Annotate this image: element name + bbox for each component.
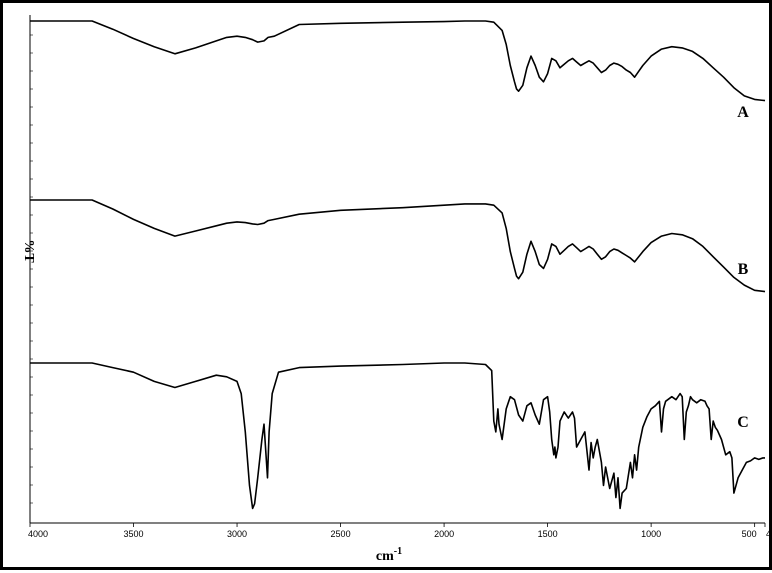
spectrum-curves <box>30 20 766 510</box>
x-tick-label: 2000 <box>434 529 454 539</box>
ir-spectrum-chart: 4000 3500 3000 2500 2000 1500 1000 500 450 A B C %… <box>21 15 772 564</box>
spectrum-trace-b <box>30 199 766 293</box>
series-labels: A B C <box>737 104 749 431</box>
x-tick-label: 1000 <box>641 529 661 539</box>
x-tick-label: 450 <box>766 529 772 539</box>
series-label-c: C <box>737 414 749 431</box>
x-tick-label: 4000 <box>28 529 48 539</box>
x-tick-label: 2500 <box>331 529 351 539</box>
x-axis-label-base: cm <box>376 549 394 564</box>
x-axis-ticks: 4000 3500 3000 2500 2000 1500 1000 500 450 <box>28 15 772 539</box>
x-tick-label: 3500 <box>124 529 144 539</box>
x-axis-label: cm-1 <box>376 546 402 564</box>
x-tick-label: 3000 <box>227 529 247 539</box>
series-label-a: A <box>737 104 749 121</box>
spectrum-trace-a <box>30 20 766 102</box>
x-tick-label: 1500 <box>538 529 558 539</box>
x-tick-label: 500 <box>742 529 757 539</box>
series-label-b: B <box>738 261 749 278</box>
spectrum-trace-c <box>30 362 765 510</box>
y-axis-label: %T <box>21 239 36 263</box>
x-axis-label-sup: -1 <box>394 546 402 557</box>
